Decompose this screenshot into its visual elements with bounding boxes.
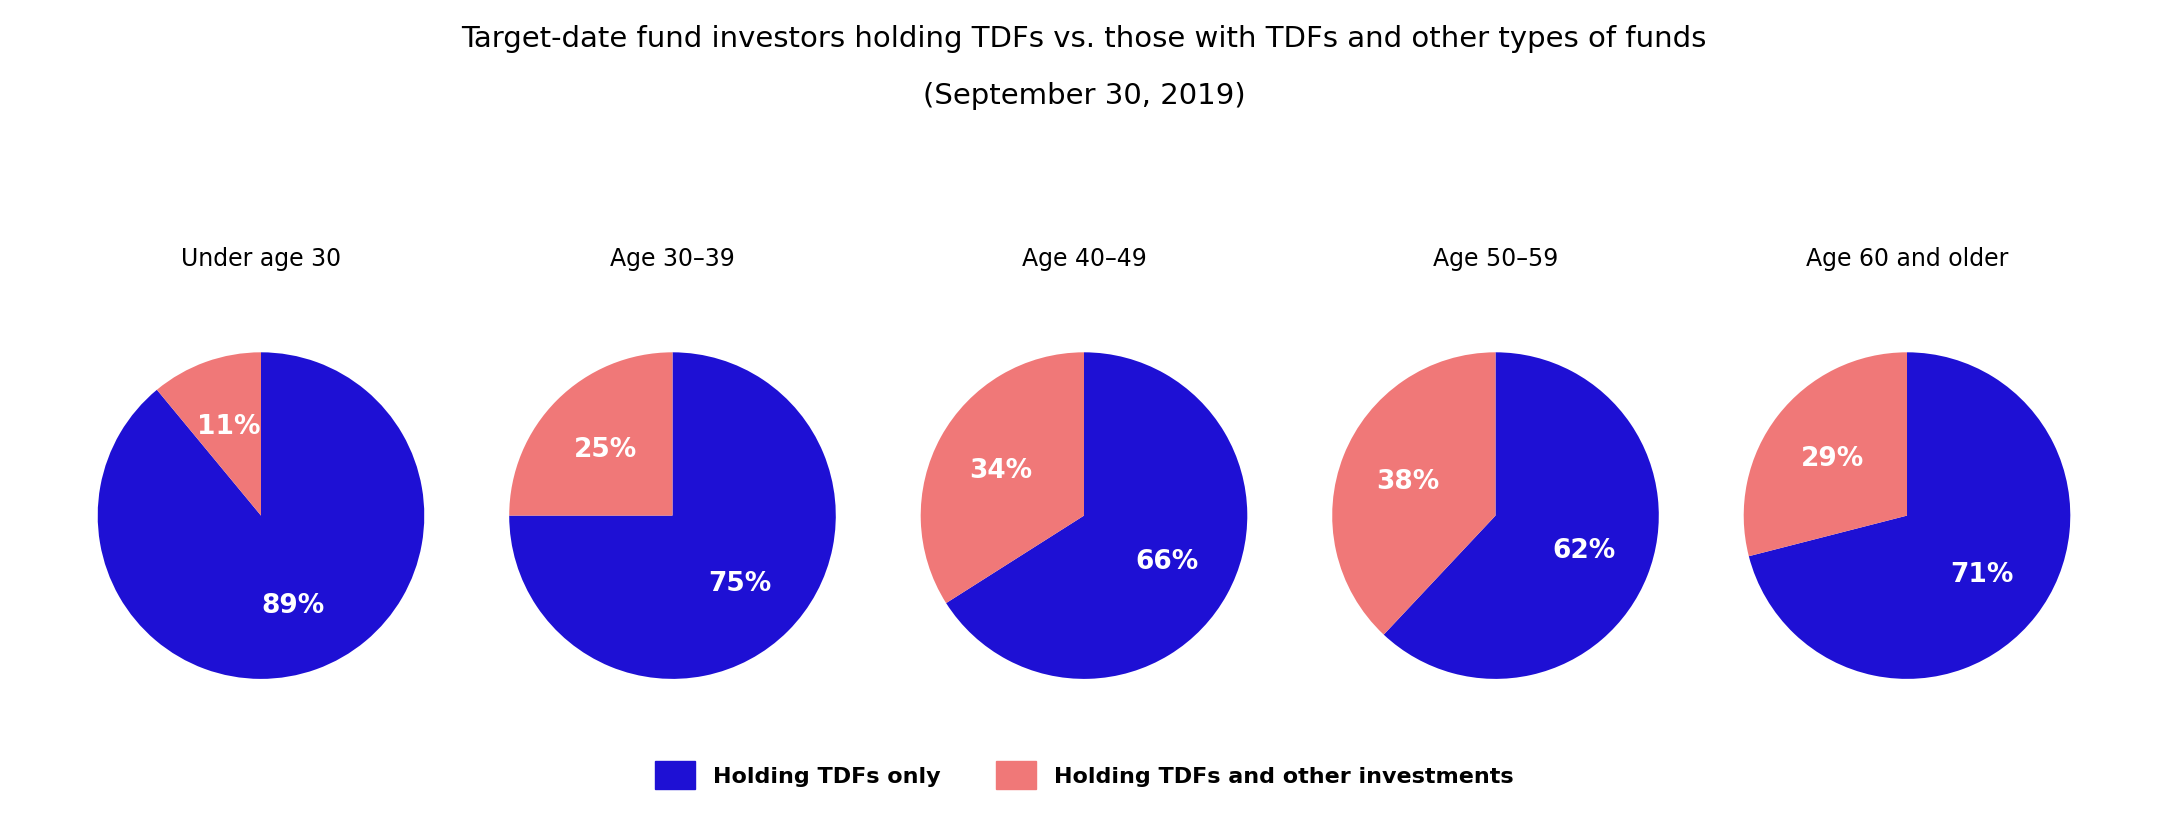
Text: Age 50–59: Age 50–59 [1433, 247, 1559, 270]
Wedge shape [156, 353, 260, 516]
Wedge shape [945, 353, 1247, 679]
Text: 62%: 62% [1552, 538, 1615, 563]
Text: 89%: 89% [262, 592, 325, 618]
Text: 66%: 66% [1136, 549, 1199, 574]
Text: Age 40–49: Age 40–49 [1021, 247, 1147, 270]
Text: 11%: 11% [197, 414, 260, 440]
Text: Age 60 and older: Age 60 and older [1806, 247, 2008, 270]
Text: 71%: 71% [1951, 561, 2014, 587]
Text: 38%: 38% [1377, 468, 1440, 494]
Text: 25%: 25% [575, 436, 637, 462]
Wedge shape [509, 353, 672, 516]
Wedge shape [1383, 353, 1659, 679]
Text: 75%: 75% [707, 570, 772, 596]
Text: (September 30, 2019): (September 30, 2019) [924, 82, 1244, 110]
Text: 34%: 34% [969, 458, 1032, 483]
Wedge shape [1743, 353, 1908, 557]
Wedge shape [921, 353, 1084, 604]
Wedge shape [509, 353, 837, 679]
Wedge shape [98, 353, 425, 679]
Text: Under age 30: Under age 30 [180, 247, 340, 270]
Wedge shape [1750, 353, 2070, 679]
Text: 29%: 29% [1802, 445, 1864, 471]
Legend: Holding TDFs only, Holding TDFs and other investments: Holding TDFs only, Holding TDFs and othe… [644, 750, 1524, 799]
Text: Age 30–39: Age 30–39 [609, 247, 735, 270]
Text: Target-date fund investors holding TDFs vs. those with TDFs and other types of f: Target-date fund investors holding TDFs … [462, 25, 1706, 52]
Wedge shape [1331, 353, 1496, 635]
